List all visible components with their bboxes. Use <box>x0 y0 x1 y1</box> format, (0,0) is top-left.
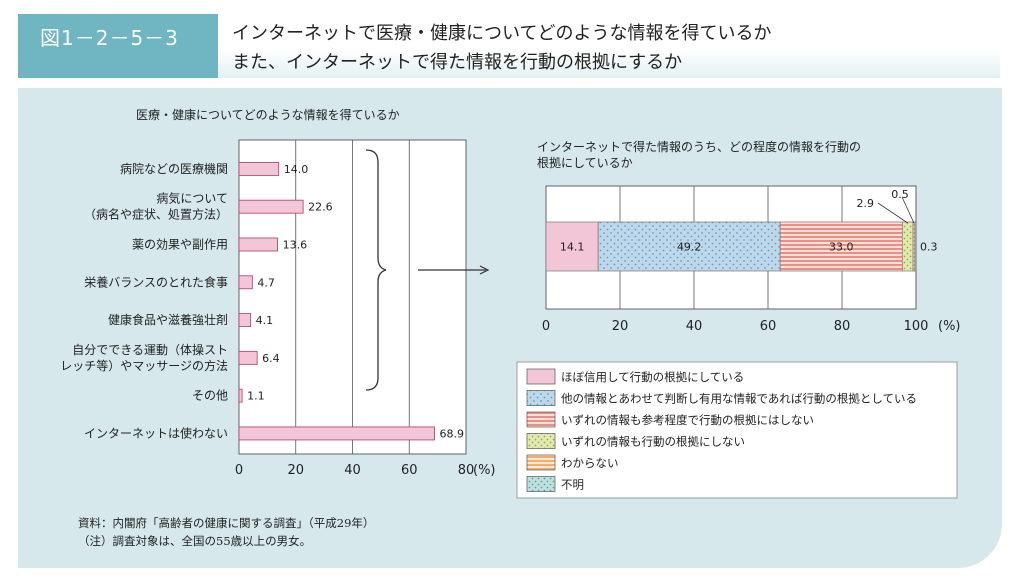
figure-label: 図1－2－5－3 <box>18 14 218 78</box>
right-data-label: 33.0 <box>829 241 854 254</box>
right-tick-label: 40 <box>686 319 703 334</box>
left-bar-value: 68.9 <box>440 427 465 440</box>
left-x-unit: (%) <box>473 463 496 478</box>
right-data-label: 49.2 <box>677 241 702 254</box>
right-segment <box>914 221 917 272</box>
left-tick-label: 60 <box>401 463 418 478</box>
left-bar <box>238 426 435 441</box>
brace-icon <box>365 149 387 391</box>
right-data-label: 2.9 <box>857 197 875 210</box>
legend: ほぼ信用して行動の根拠にしている他の情報とあわせて判断し有用な情報であれば行動の… <box>526 368 917 492</box>
right-data-label: 0.5 <box>891 188 909 201</box>
right-tick-labels: 0 20 40 60 80 100 <box>542 319 929 334</box>
right-tick-label: 20 <box>612 319 629 334</box>
source-note: 資料：内閣府「高齢者の健康に関する調査」（平成29年） <box>78 516 375 530</box>
right-x-unit: (%) <box>938 319 961 334</box>
right-tick-label: 80 <box>834 319 851 334</box>
right-segment <box>545 221 599 272</box>
left-bar-value: 13.6 <box>283 238 308 251</box>
left-bar-value: 6.4 <box>262 352 280 365</box>
left-tick-label: 20 <box>287 463 304 478</box>
right-tick-label: 100 <box>904 319 929 334</box>
left-category-label: 病気について（病名や症状、処置方法） <box>84 191 228 222</box>
legend-label: いずれの情報も参考程度で行動の根拠にはしない <box>561 413 814 427</box>
right-data-label: 14.1 <box>560 241 585 254</box>
left-bar <box>238 161 280 176</box>
left-bars: 14.0 22.6 13.6 4.7 4.1 6.4 1.1 68.9 <box>238 161 465 441</box>
legend-box <box>516 361 958 499</box>
left-category-label: 自分でできる運動（体操ストレッチ等）やマッサージの方法 <box>60 342 228 373</box>
left-category-label: 病院などの医療機関 <box>120 161 228 176</box>
legend-swatch <box>526 476 556 492</box>
legend-label: わからない <box>561 456 619 470</box>
right-tick-label: 60 <box>760 319 777 334</box>
left-tick-label: 0 <box>235 463 243 478</box>
left-category-label: インターネットは使わない <box>84 425 228 440</box>
legend-swatch <box>526 411 556 428</box>
left-bar-value: 4.7 <box>257 276 275 289</box>
left-category-label: 健康食品や滋養強壮剤 <box>108 312 228 327</box>
left-bar <box>238 388 243 403</box>
legend-label: ほぼ信用して行動の根拠にしている <box>561 370 744 384</box>
title-line-1: インターネットで医療・健康についてどのような情報を得ているか <box>232 23 772 44</box>
survey-note: （注）調査対象は、全国の55歳以上の男女。 <box>78 534 312 548</box>
left-bar <box>238 199 304 214</box>
right-data-label: 0.3 <box>920 241 938 254</box>
legend-swatch <box>526 390 556 406</box>
right-chart-title: インターネットで得た情報のうち、どの程度の情報を行動の 根拠にしているか <box>537 139 865 170</box>
right-segments <box>545 221 917 272</box>
legend-label: いずれの情報も行動の根拠にしない <box>561 435 745 449</box>
legend-swatch <box>526 368 556 385</box>
title-band <box>218 14 1000 78</box>
right-segment <box>597 221 781 272</box>
right-leader-line <box>877 202 908 224</box>
left-bar <box>238 237 278 252</box>
left-grid <box>238 139 467 455</box>
left-bar-value: 14.0 <box>284 163 309 176</box>
left-tick-labels: 0 20 40 60 80 <box>235 463 474 478</box>
left-tick-label: 40 <box>344 463 361 478</box>
left-category-label: その他 <box>192 389 228 403</box>
left-bar-value: 22.6 <box>308 201 333 214</box>
left-category-label: 栄養バランスのとれた食事 <box>84 274 228 289</box>
right-segment <box>779 221 903 272</box>
left-tick-label: 80 <box>458 463 475 478</box>
left-bar <box>238 350 258 365</box>
left-bar-value: 1.1 <box>247 390 265 403</box>
legend-swatch <box>526 454 556 471</box>
right-data-labels: 14.1 49.2 33.0 2.9 0.5 0.3 <box>560 188 938 254</box>
title-line-2: また、インターネットで得た情報を行動の根拠にするか <box>232 52 683 73</box>
arrow-head-icon <box>479 265 490 275</box>
legend-swatch <box>526 433 556 449</box>
right-tick-label: 0 <box>542 319 550 334</box>
right-leader-line <box>901 196 915 224</box>
left-bar-value: 4.1 <box>256 314 273 327</box>
left-bar <box>238 275 253 290</box>
legend-label: 他の情報とあわせて判断し有用な情報であれば行動の根拠としている <box>561 392 917 406</box>
legend-label: 不明 <box>561 478 584 492</box>
left-chart-title: 医療・健康についてどのような情報を得ているか <box>136 107 400 122</box>
left-category-label: 薬の効果や副作用 <box>132 236 228 251</box>
left-bar <box>238 313 252 327</box>
right-segment <box>901 221 914 272</box>
